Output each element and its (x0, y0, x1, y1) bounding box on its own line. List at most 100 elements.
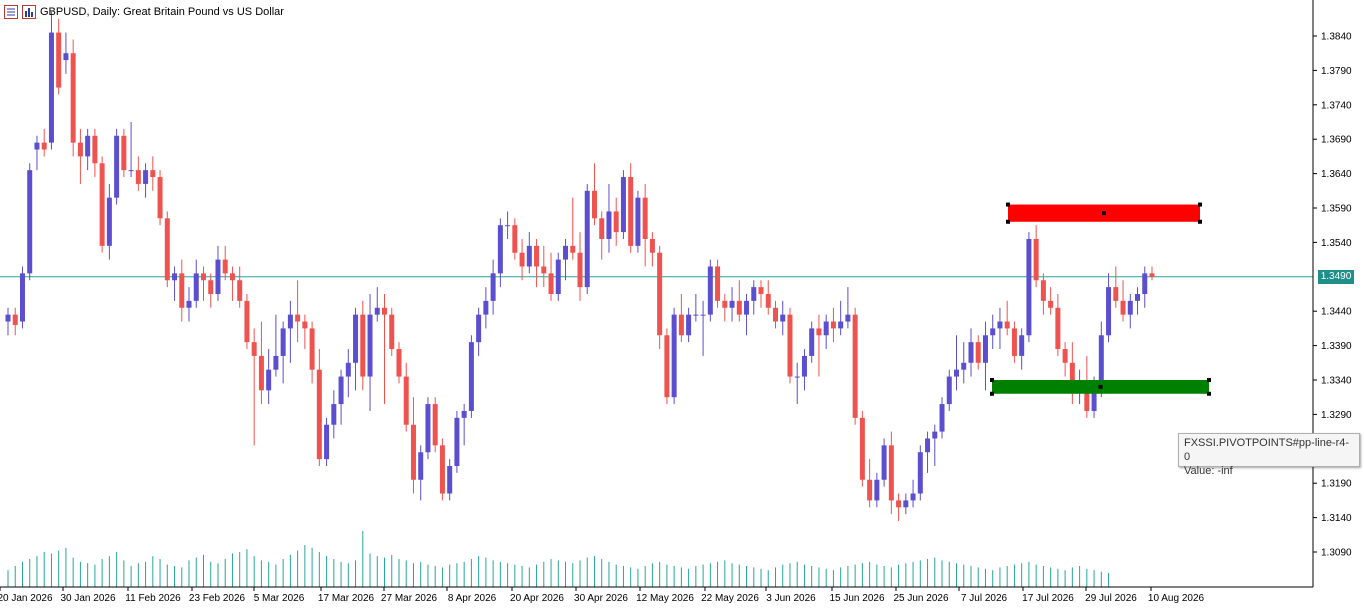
candle-body (186, 300, 192, 308)
candle-body (939, 404, 945, 432)
candle (382, 294, 388, 405)
candle-body (664, 335, 670, 398)
resistance-zone[interactable] (1006, 202, 1202, 224)
candle-body (468, 342, 474, 411)
time-label: 17 Mar 2026 (318, 593, 375, 604)
candle (874, 472, 880, 508)
candle-body (1069, 362, 1075, 391)
candle-body (193, 273, 199, 301)
candle (628, 163, 634, 253)
candle-body (374, 307, 380, 315)
zone-handle[interactable] (1207, 391, 1211, 396)
candle-body (765, 294, 771, 308)
candle-body (758, 287, 764, 294)
zone-handle[interactable] (990, 391, 994, 396)
candle (1113, 266, 1119, 308)
candle-body (432, 404, 438, 446)
candle-body (439, 445, 445, 494)
candle (1033, 225, 1039, 288)
candle (353, 307, 359, 391)
candle-body (1142, 273, 1148, 294)
candle (331, 390, 337, 439)
candle (917, 445, 923, 501)
candle-body (425, 404, 431, 453)
time-label: 20 Jan 2026 (0, 593, 53, 604)
candle-body (266, 369, 272, 391)
candle (193, 259, 199, 308)
zone-handle[interactable] (1006, 219, 1010, 224)
candle (454, 410, 460, 473)
candle-body (1019, 335, 1025, 356)
candle-body (649, 238, 655, 253)
zones-layer[interactable] (990, 202, 1211, 396)
candle-body (975, 342, 981, 363)
support-zone[interactable] (990, 378, 1211, 396)
candle (620, 170, 626, 239)
time-label: 11 Feb 2026 (125, 593, 181, 604)
candle (838, 300, 844, 336)
candle-body (744, 300, 750, 315)
time-label: 23 Feb 2026 (189, 593, 246, 604)
zone-handle[interactable] (1006, 202, 1010, 207)
candles-layer (5, 11, 1155, 522)
candle-body (823, 321, 829, 336)
candle (548, 252, 554, 301)
candle (852, 307, 858, 425)
candle (135, 156, 141, 191)
candle-body (1004, 321, 1010, 329)
chart-bars-icon[interactable] (22, 5, 36, 19)
candle-body (34, 142, 40, 150)
candle (179, 259, 185, 322)
candle-body (1135, 294, 1141, 301)
candle (526, 232, 532, 274)
candle-body (534, 245, 540, 267)
candle-body (360, 314, 366, 377)
candle (512, 218, 518, 260)
candle-body (172, 273, 178, 281)
candle-body (772, 307, 778, 322)
zone-handle[interactable] (1098, 384, 1103, 389)
candle (418, 445, 424, 501)
candle-body (707, 266, 713, 315)
time-axis[interactable]: 20 Jan 2026 30 Jan 2026 11 Feb 2026 23 Feb … (0, 587, 1205, 604)
candle-body (382, 307, 388, 315)
candle-body (968, 342, 974, 363)
zone-handle[interactable] (990, 378, 994, 382)
candle-body (410, 424, 416, 480)
zone-handle[interactable] (1207, 378, 1211, 382)
candle-body (997, 321, 1003, 329)
candle (208, 273, 214, 308)
candle (34, 135, 40, 171)
candle-body (353, 314, 359, 363)
list-icon[interactable] (4, 5, 18, 19)
candle (671, 307, 677, 405)
candle-body (208, 280, 214, 294)
candle-body (121, 135, 127, 171)
candle-body (642, 197, 648, 239)
candle (780, 300, 786, 336)
price-label: 1.3140 (1321, 513, 1352, 524)
candle-body (954, 369, 960, 377)
zone-handle[interactable] (1198, 202, 1202, 207)
candle-body (961, 362, 967, 370)
price-label: 1.3840 (1321, 32, 1352, 43)
candle-body (751, 287, 757, 301)
time-label: 17 Jul 2026 (1022, 593, 1074, 604)
price-label: 1.3640 (1321, 169, 1352, 180)
candle (172, 266, 178, 301)
candle (939, 397, 945, 439)
time-label: 25 Jun 2026 (893, 593, 948, 604)
candle (12, 307, 18, 336)
candle (309, 321, 315, 384)
candle (693, 294, 699, 322)
candle (729, 287, 735, 322)
candle (903, 493, 909, 515)
candle-body (852, 314, 858, 418)
zone-handle[interactable] (1102, 211, 1106, 216)
candle (541, 245, 547, 288)
zone-handle[interactable] (1198, 219, 1202, 224)
candle-body (215, 259, 221, 294)
price-axis[interactable]: 1.3840 1.3790 1.3740 1.3690 1.3640 1.3590 1.35… (1313, 32, 1352, 559)
